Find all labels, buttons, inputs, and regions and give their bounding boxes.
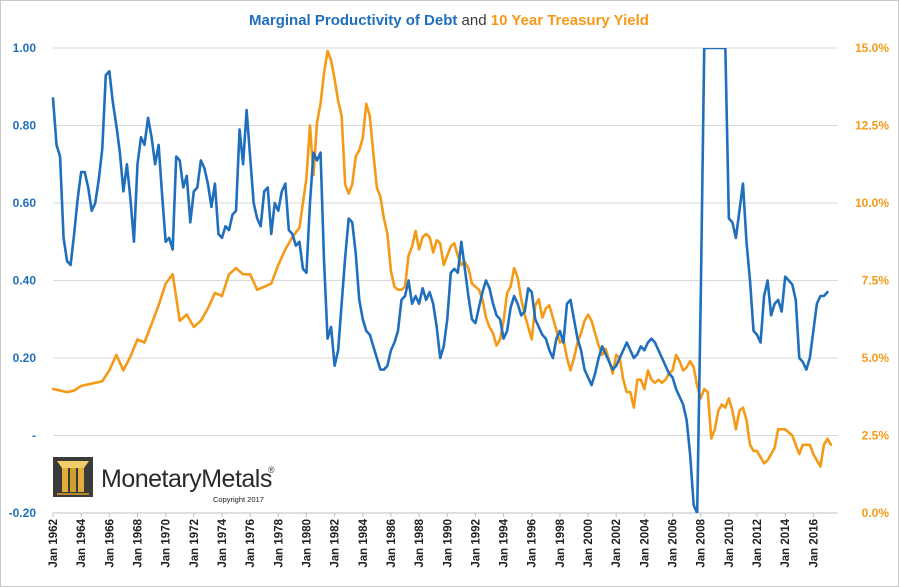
x-tick-label-19: Jan 2000	[583, 519, 595, 568]
x-tick-label-9: Jan 1980	[301, 519, 313, 568]
x-tick-label-27: Jan 2016	[808, 519, 820, 568]
right-tick-label-3: 7.5%	[862, 274, 890, 288]
x-tick-label-7: Jan 1976	[245, 519, 257, 568]
brand-registered: ®	[268, 465, 275, 475]
x-tick-label-11: Jan 1984	[358, 518, 370, 567]
gridlines	[53, 47, 838, 514]
left-tick-label-2: 0.60	[13, 196, 37, 210]
right-tick-label-4: 5.0%	[862, 351, 890, 365]
right-tick-label-0: 15.0%	[855, 41, 889, 55]
left-tick-label-3: 0.40	[13, 274, 37, 288]
x-tick-label-13: Jan 1988	[414, 518, 426, 567]
left-tick-label-6: -0.20	[9, 506, 37, 520]
x-tick-label-10: Jan 1982	[330, 519, 342, 568]
x-tick-label-22: Jan 2006	[668, 519, 680, 568]
x-tick-label-6: Jan 1974	[217, 518, 229, 567]
logo-mark-bar-mid	[70, 468, 76, 492]
logo-mark-bar-right	[78, 468, 84, 492]
copyright-text: Copyright 2017	[213, 495, 264, 504]
chart-title: Marginal Productivity of Debt and 10 Yea…	[249, 12, 649, 29]
series-line-yield	[51, 49, 833, 468]
x-tick-label-5: Jan 1972	[189, 519, 201, 568]
x-tick-label-21: Jan 2004	[639, 518, 651, 567]
left-axis: 1.00 0.80 0.60 0.40 0.20 - -0.20	[9, 41, 37, 520]
x-tick-label-14: Jan 1990	[442, 519, 454, 568]
series-layer	[51, 48, 833, 513]
left-tick-label-0: 1.00	[13, 41, 37, 55]
right-tick-label-1: 12.5%	[855, 119, 889, 133]
title-and: and	[457, 12, 490, 29]
x-tick-label-23: Jan 2008	[696, 518, 708, 567]
left-tick-label-4: 0.20	[13, 351, 37, 365]
x-tick-label-26: Jan 2014	[780, 518, 792, 567]
x-tick-label-1: Jan 1964	[76, 518, 88, 567]
logo-mark-bar-left	[62, 468, 68, 492]
x-tick-label-0: Jan 1962	[48, 519, 60, 568]
x-tick-label-4: Jan 1970	[161, 519, 173, 568]
right-tick-label-2: 10.0%	[855, 196, 889, 210]
brand-name: MonetaryMetals	[101, 465, 272, 493]
title-yield: 10 Year Treasury Yield	[491, 12, 649, 29]
x-tick-label-17: Jan 1996	[527, 519, 539, 568]
x-tick-label-24: Jan 2010	[724, 519, 736, 568]
series-line-mpd	[51, 48, 829, 513]
left-tick-label-1: 0.80	[13, 119, 37, 133]
logo-mark-top	[57, 461, 89, 468]
x-tick-label-16: Jan 1994	[499, 518, 511, 567]
right-tick-label-6: 0.0%	[862, 506, 890, 520]
x-tick-label-8: Jan 1978	[273, 518, 285, 567]
x-tick-label-2: Jan 1966	[104, 519, 116, 568]
x-tick-label-12: Jan 1986	[386, 519, 398, 568]
x-tick-label-20: Jan 2002	[611, 519, 623, 568]
monetary-metals-logo: MonetaryMetals ® Copyright 2017	[53, 457, 275, 504]
left-tick-label-5: -	[32, 429, 36, 443]
x-tick-label-15: Jan 1992	[470, 519, 482, 568]
x-axis: Jan 1962 Jan 1964 Jan 1966 Jan 1968 Jan 1970…	[48, 513, 820, 568]
logo-mark-base	[57, 493, 89, 495]
x-tick-label-18: Jan 1998	[555, 518, 567, 567]
x-tick-label-3: Jan 1968	[132, 518, 144, 567]
x-tick-label-25: Jan 2012	[752, 519, 764, 568]
title-mpd: Marginal Productivity of Debt	[249, 12, 457, 29]
right-axis: 15.0% 12.5% 10.0% 7.5% 5.0% 2.5% 0.0%	[855, 41, 889, 520]
right-tick-label-5: 2.5%	[862, 429, 890, 443]
